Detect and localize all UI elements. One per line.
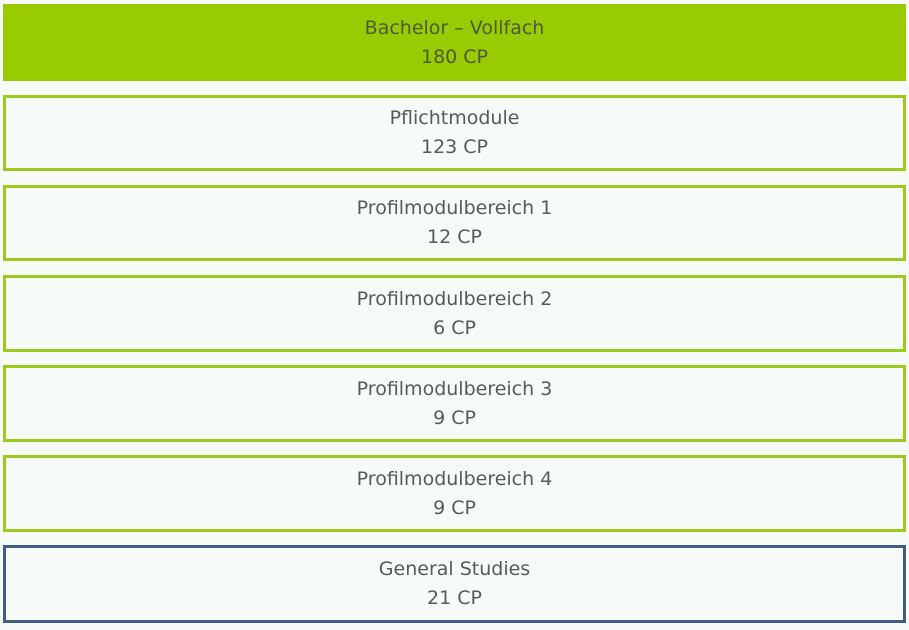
module-title: General Studies <box>378 558 531 580</box>
header-title: Bachelor – Vollfach <box>364 16 545 39</box>
module-cp: 21 CP <box>427 587 482 609</box>
header-box-bachelor: Bachelor – Vollfach 180 CP <box>3 4 906 81</box>
module-title: Profilmodulbereich 1 <box>356 197 553 219</box>
module-cp: 123 CP <box>420 136 489 158</box>
module-box-pflichtmodule: Pflichtmodule 123 CP <box>3 95 906 171</box>
module-box-profil-2: Profilmodulbereich 2 6 CP <box>3 275 906 352</box>
module-title: Profilmodulbereich 4 <box>356 467 553 490</box>
module-cp: 9 CP <box>433 406 476 429</box>
module-cp: 9 CP <box>433 496 476 519</box>
header-cp: 180 CP <box>420 45 489 68</box>
module-title: Profilmodulbereich 3 <box>356 377 553 400</box>
module-cp: 12 CP <box>427 226 482 248</box>
module-box-profil-1: Profilmodulbereich 1 12 CP <box>3 185 906 261</box>
module-title: Pflichtmodule <box>389 107 520 129</box>
module-title: Profilmodulbereich 2 <box>356 287 553 310</box>
module-box-general-studies: General Studies 21 CP <box>3 545 906 623</box>
module-box-profil-4: Profilmodulbereich 4 9 CP <box>3 455 906 532</box>
module-cp: 6 CP <box>433 316 476 339</box>
module-box-profil-3: Profilmodulbereich 3 9 CP <box>3 365 906 442</box>
